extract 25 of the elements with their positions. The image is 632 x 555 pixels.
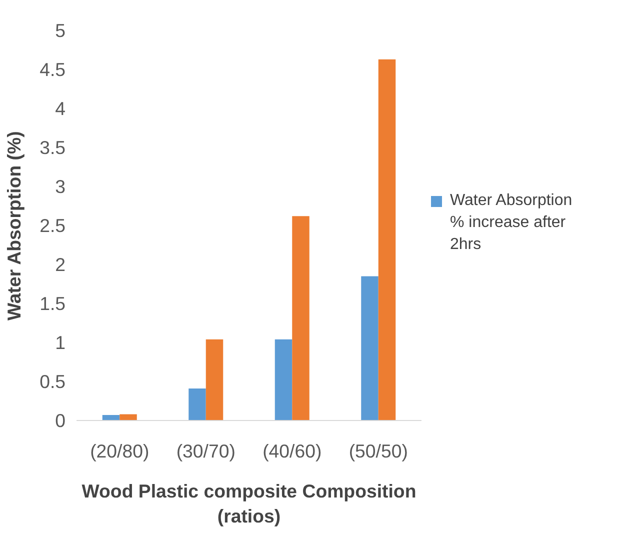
y-tick-label: 3 (55, 176, 66, 197)
y-tick-label: 5 (55, 20, 66, 41)
bar (188, 388, 206, 420)
x-tick-label: (40/60) (262, 440, 322, 462)
y-tick-label: 4 (55, 98, 66, 119)
x-tick-label: (50/50) (348, 440, 408, 462)
x-tick-label: (30/70) (176, 440, 236, 462)
y-tick-label: 1.5 (40, 293, 66, 314)
y-tick-label: 3.5 (40, 137, 66, 158)
bar (102, 415, 120, 420)
bar (361, 276, 378, 420)
y-axis-title: Water Absorption (%) (4, 131, 25, 321)
y-tick-label: 2 (55, 254, 66, 275)
legend-label: Water Absorption % increase after 2hrs (450, 191, 574, 255)
y-tick-label: 4.5 (40, 59, 66, 80)
bar (378, 59, 396, 420)
x-axis-title: Wood Plastic composite Composition (ratios) (82, 480, 416, 527)
x-tick-label: (20/80) (90, 440, 150, 462)
bar (206, 339, 224, 420)
bar (292, 216, 310, 420)
y-tick-label: 1 (55, 332, 66, 353)
y-tick-label: 0 (55, 410, 66, 431)
y-tick-label: 0.5 (40, 371, 66, 392)
bar (274, 339, 292, 420)
y-tick-label: 2.5 (40, 215, 66, 236)
